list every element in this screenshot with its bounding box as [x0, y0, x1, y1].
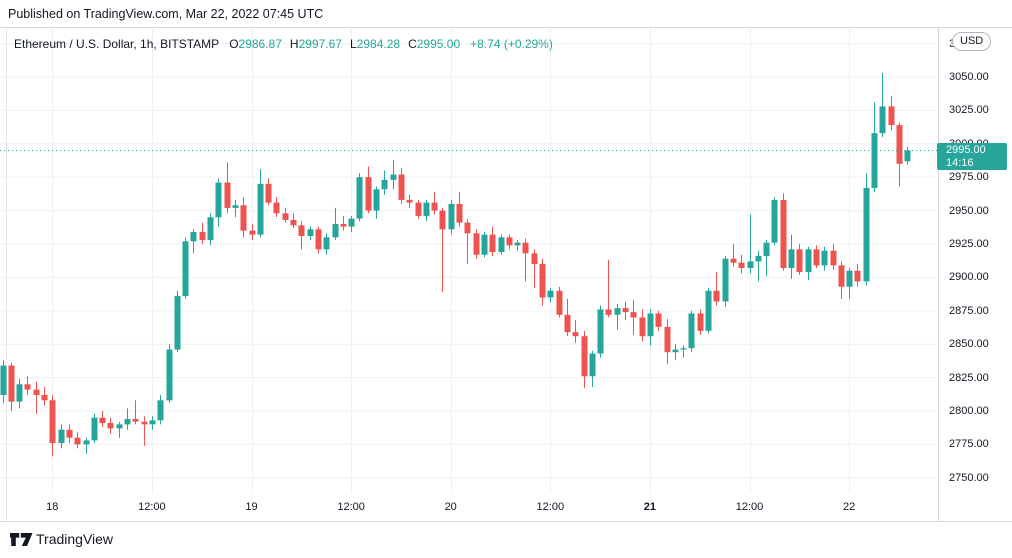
- close-value: 2995.00: [416, 37, 461, 51]
- chart-pane[interactable]: Ethereum / U.S. Dollar, 1h, BITSTAMP O29…: [0, 28, 1012, 493]
- close-label: C: [408, 37, 417, 51]
- price-axis-label: 2800.00: [949, 405, 989, 417]
- price-axis-label: 2850.00: [949, 338, 989, 351]
- price-axis-label: 2975.00: [949, 171, 989, 184]
- time-axis-label: 20: [444, 501, 457, 513]
- ohlc-close: C2995.00: [408, 37, 460, 51]
- low-label: L: [349, 37, 357, 51]
- published-bar: Published on TradingView.com, Mar 22, 20…: [0, 0, 1012, 28]
- time-axis-label: 12:00: [138, 501, 166, 513]
- symbol-title[interactable]: Ethereum / U.S. Dollar, 1h, BITSTAMP: [14, 37, 220, 51]
- price-axis-label: 2900.00: [949, 271, 989, 284]
- time-axis-label: 12:00: [536, 501, 565, 513]
- price-axis-label: 2875.00: [949, 304, 989, 317]
- current-price-value: 2995.00: [946, 143, 986, 156]
- price-axis-label: 2925.00: [949, 238, 989, 250]
- price-axis-label: 3025.00: [949, 104, 989, 117]
- ohlc-low: L2984.28: [350, 37, 400, 51]
- price-axis-label: 2750.00: [949, 471, 989, 484]
- high-label: H: [289, 37, 299, 51]
- price-axis[interactable]: 3075.003050.003025.003000.002975.002950.…: [937, 28, 1012, 493]
- price-axis-label: 3050.00: [949, 71, 989, 83]
- chart-legend: Ethereum / U.S. Dollar, 1h, BITSTAMP O29…: [14, 36, 553, 52]
- currency-toggle-button[interactable]: USD: [952, 32, 992, 51]
- bar-countdown: 14:16: [946, 156, 974, 169]
- time-axis[interactable]: 18 12:00 19 12:00 20 12:00 21 12:00 22: [0, 493, 1012, 522]
- footer: TradingView: [0, 522, 1012, 558]
- time-axis-label: 12:00: [735, 501, 764, 513]
- current-price-badge: 2995.00 14:16: [937, 142, 1007, 170]
- low-value: 2984.28: [356, 37, 401, 51]
- published-caption: Published on TradingView.com, Mar 22, 20…: [8, 7, 324, 21]
- high-value: 2997.67: [298, 37, 342, 51]
- axis-corner-divider: [938, 493, 939, 522]
- price-axis-label: 2775.00: [949, 438, 989, 451]
- ohlc-high: H2997.67: [290, 37, 342, 51]
- open-label: O: [229, 37, 239, 51]
- price-axis-label: 2825.00: [949, 371, 989, 384]
- candlestick-chart[interactable]: [0, 28, 938, 493]
- time-axis-label: 21: [643, 501, 657, 513]
- ohlc-open: O2986.87: [229, 37, 282, 51]
- left-frame-line: [6, 493, 7, 522]
- price-axis-label: 2950.00: [949, 204, 989, 217]
- tradingview-logo-icon[interactable]: [10, 532, 34, 548]
- time-axis-label: 22: [842, 501, 856, 513]
- time-axis-label: 19: [245, 501, 258, 513]
- time-axis-label: 12:00: [337, 501, 365, 513]
- open-value: 2986.87: [238, 37, 282, 51]
- time-axis-label: 18: [46, 501, 59, 513]
- change-value: +8.74 (+0.29%): [470, 37, 553, 51]
- tradingview-brand[interactable]: TradingView: [36, 531, 114, 547]
